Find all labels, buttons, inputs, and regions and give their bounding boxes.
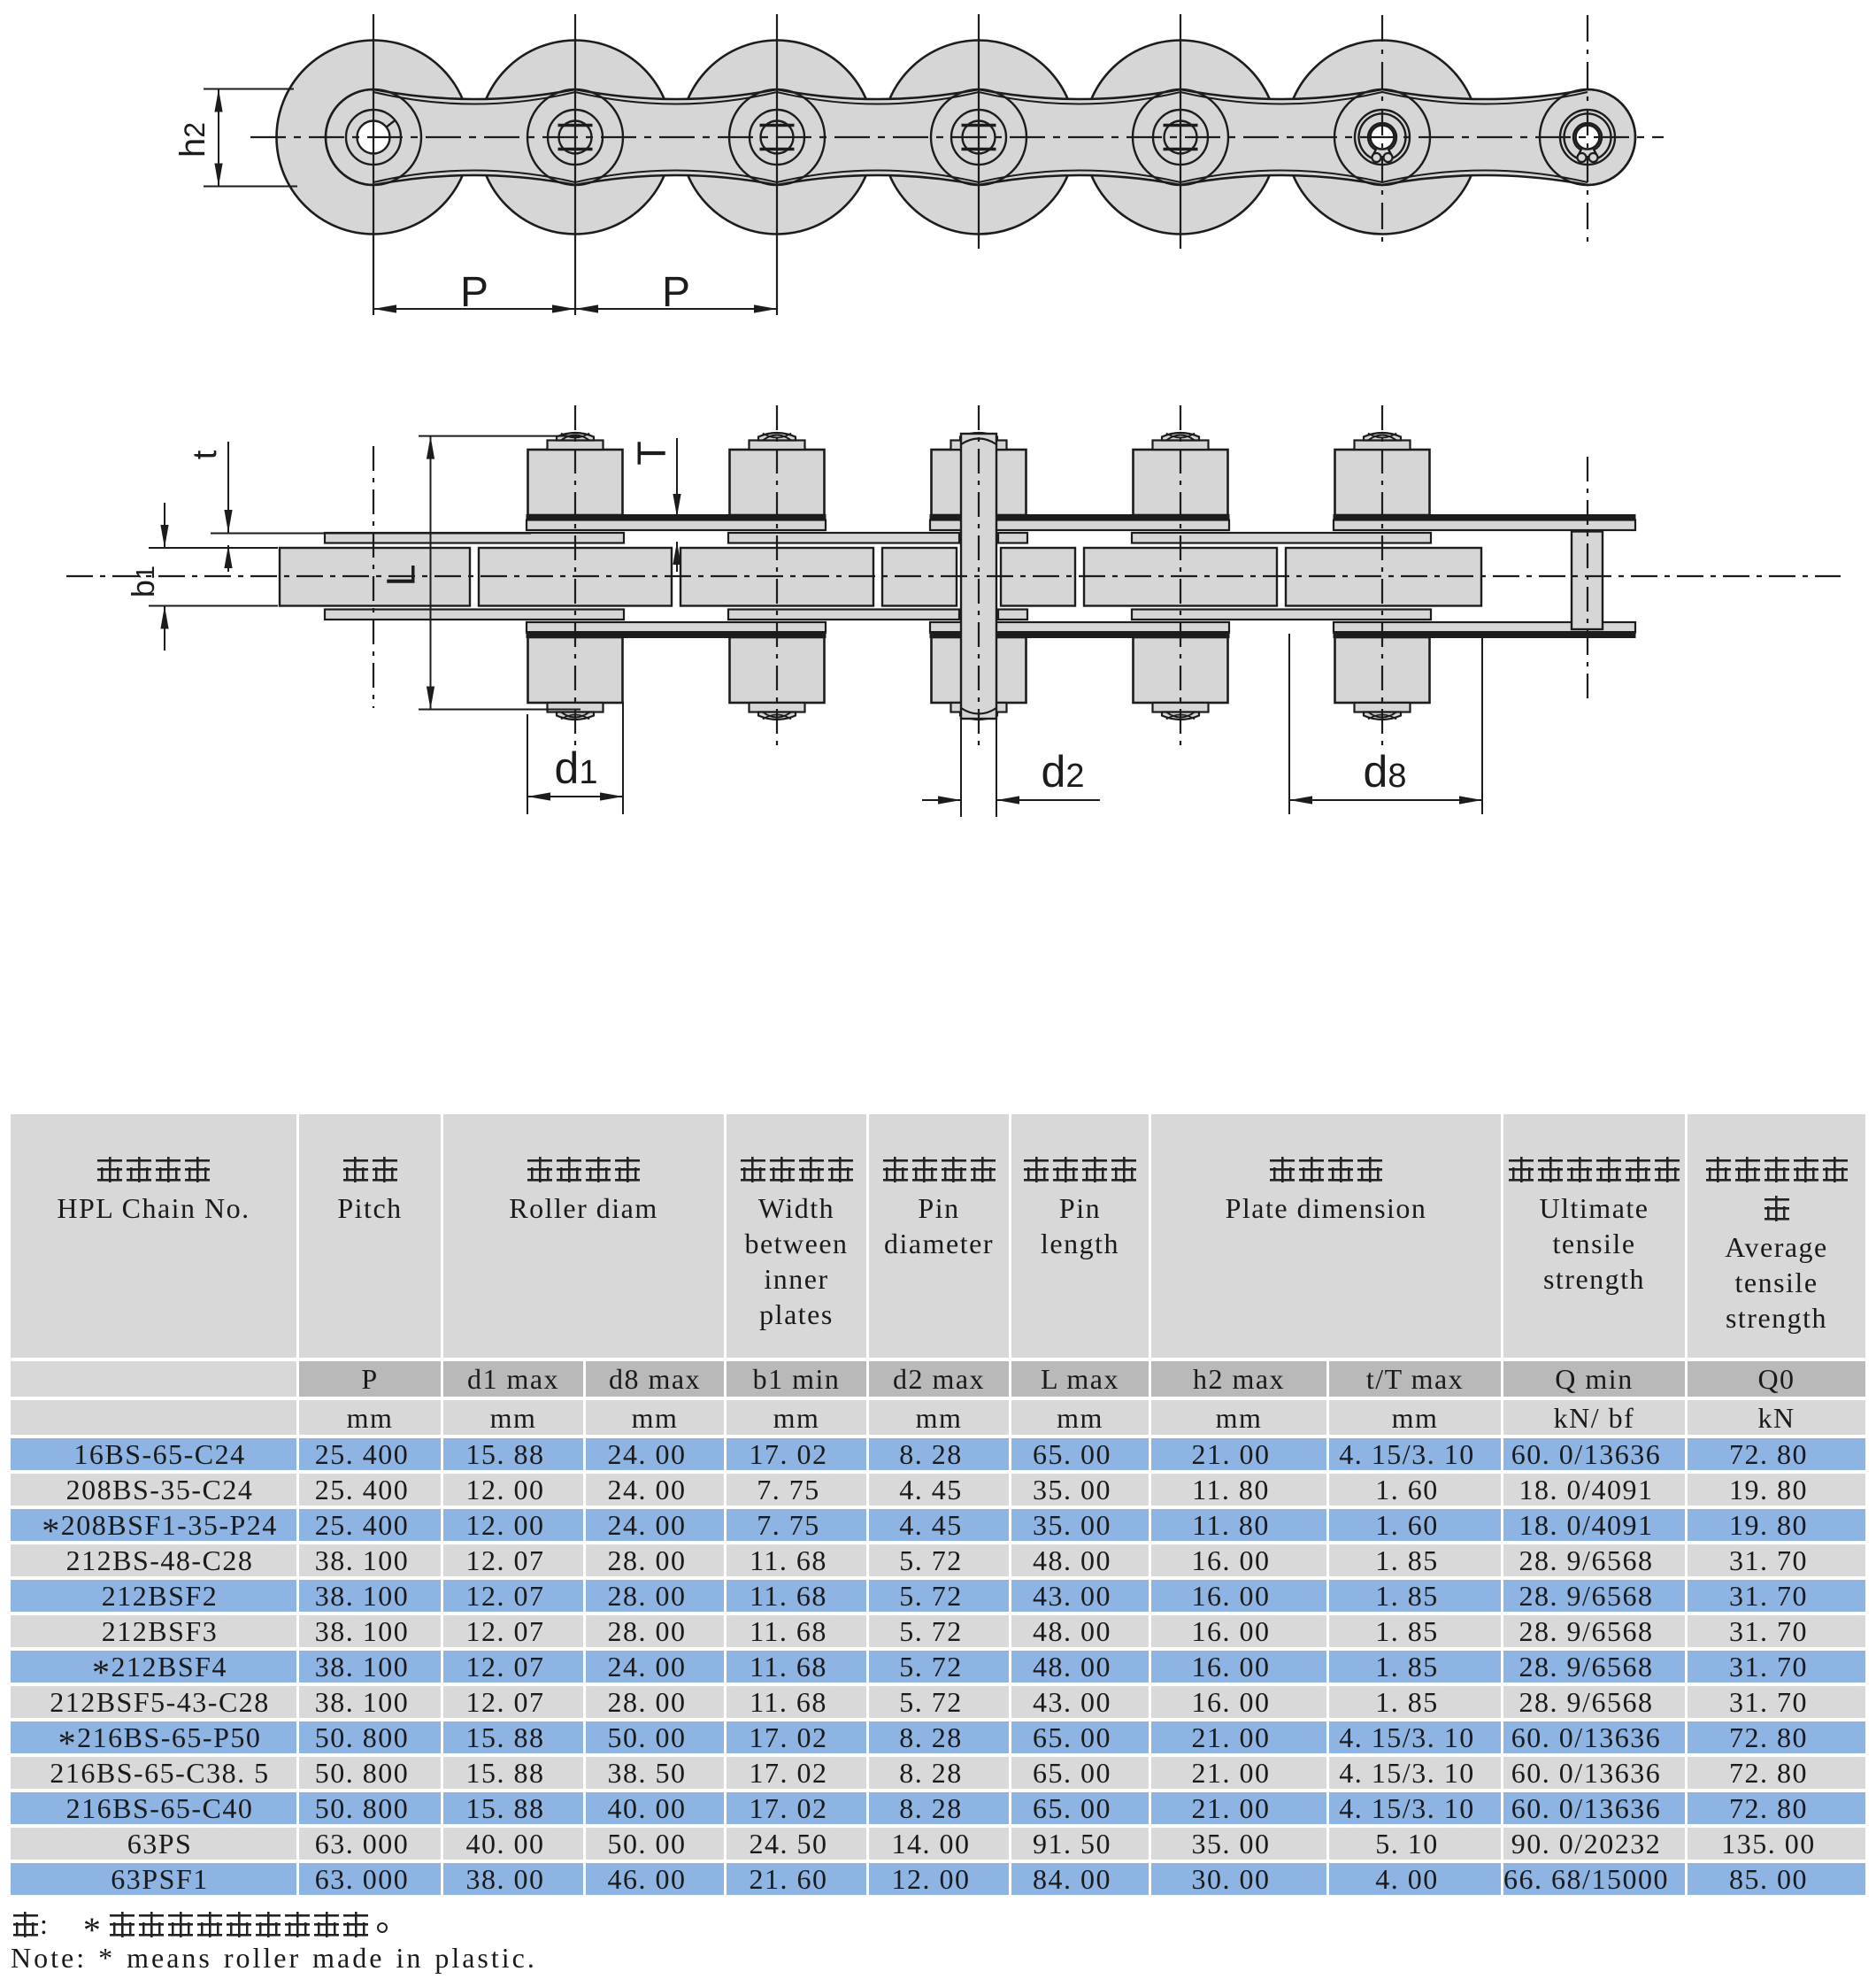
svg-text:t: t xyxy=(187,450,224,459)
svg-text:d1: d1 xyxy=(555,743,598,793)
svg-text:h2: h2 xyxy=(173,122,212,158)
svg-text:b1: b1 xyxy=(125,566,161,597)
svg-text:d8: d8 xyxy=(1364,747,1407,797)
svg-text:T: T xyxy=(629,441,674,466)
svg-text:L: L xyxy=(379,564,424,586)
svg-text:d2: d2 xyxy=(1042,747,1085,797)
svg-text:P: P xyxy=(460,269,488,316)
svg-text:P: P xyxy=(662,269,690,316)
